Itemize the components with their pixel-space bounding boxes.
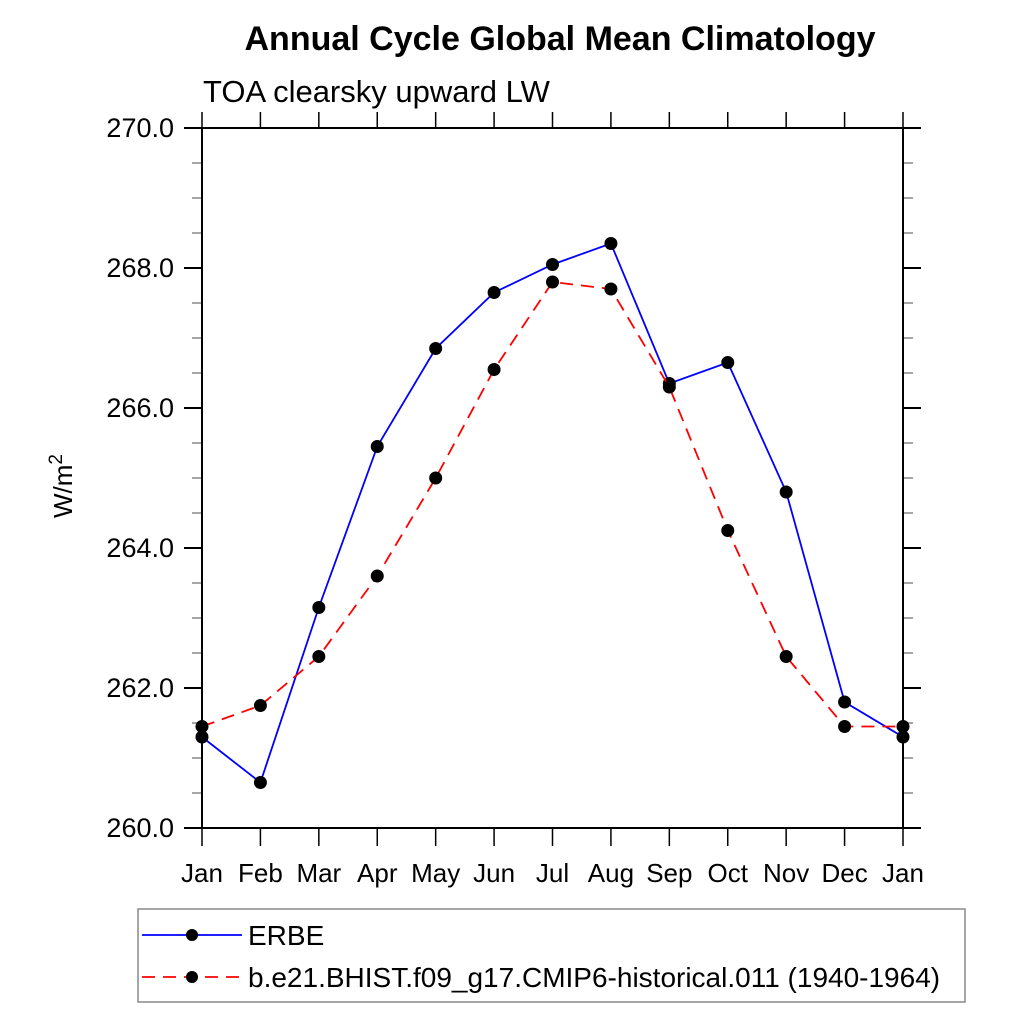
data-point-marker — [604, 237, 618, 250]
data-point-marker — [604, 282, 618, 296]
data-point-marker — [896, 730, 910, 744]
series-line-1 — [201, 281, 903, 728]
data-point-marker — [429, 471, 443, 485]
x-tick-label: Jan — [181, 858, 223, 888]
x-tick-label: Aug — [588, 858, 634, 888]
data-point-marker — [253, 776, 267, 789]
data-point-marker — [312, 650, 326, 663]
x-tick-label: Jan — [882, 858, 924, 888]
data-point-marker — [195, 720, 209, 733]
y-tick-label: 266.0 — [106, 393, 174, 423]
data-point-marker — [721, 356, 735, 369]
data-point-marker — [896, 720, 910, 733]
x-tick-label: Oct — [708, 858, 749, 888]
x-tick-label: Mar — [296, 858, 341, 888]
data-point-marker — [487, 286, 501, 299]
y-tick-label: 268.0 — [106, 253, 174, 283]
data-point-marker — [546, 258, 559, 271]
x-tick-label: Apr — [357, 858, 398, 888]
legend-box — [137, 908, 966, 1003]
data-point-marker — [662, 380, 676, 394]
legend-label: b.e21.BHIST.f09_g17.CMIP6-historical.011… — [248, 962, 940, 993]
y-tick-label: 264.0 — [106, 533, 174, 563]
data-point-marker — [838, 695, 852, 709]
x-tick-label: Dec — [821, 858, 867, 888]
y-tick-label: 260.0 — [106, 813, 174, 843]
legend-marker — [186, 929, 198, 941]
data-point-marker — [721, 524, 735, 537]
data-point-marker — [195, 730, 209, 744]
data-point-marker — [370, 569, 384, 583]
data-point-marker — [838, 720, 852, 733]
y-tick-label: 270.0 — [106, 113, 174, 143]
data-point-marker — [253, 699, 267, 712]
y-tick-label: 262.0 — [106, 673, 174, 703]
data-point-marker — [546, 275, 559, 289]
data-point-marker — [779, 485, 793, 499]
x-tick-label: Feb — [238, 858, 283, 888]
data-point-marker — [312, 601, 326, 614]
x-tick-label: Jul — [536, 858, 569, 888]
x-tick-label: Jun — [473, 858, 515, 888]
x-tick-label: Sep — [646, 858, 692, 888]
y-axis-label: W/m2 — [46, 454, 78, 518]
chart-title: Annual Cycle Global Mean Climatology — [245, 20, 876, 58]
chart-subtitle: TOA clearsky upward LW — [203, 74, 551, 109]
series-line-0 — [201, 242, 904, 784]
data-point-marker — [429, 342, 443, 355]
x-tick-label: Nov — [763, 858, 809, 888]
data-point-marker — [779, 650, 793, 663]
data-point-marker — [487, 363, 501, 376]
data-point-marker — [370, 440, 384, 453]
legend-label: ERBE — [248, 920, 324, 951]
plot-border — [201, 127, 904, 829]
legend-marker — [186, 971, 198, 983]
x-tick-label: May — [411, 858, 460, 888]
